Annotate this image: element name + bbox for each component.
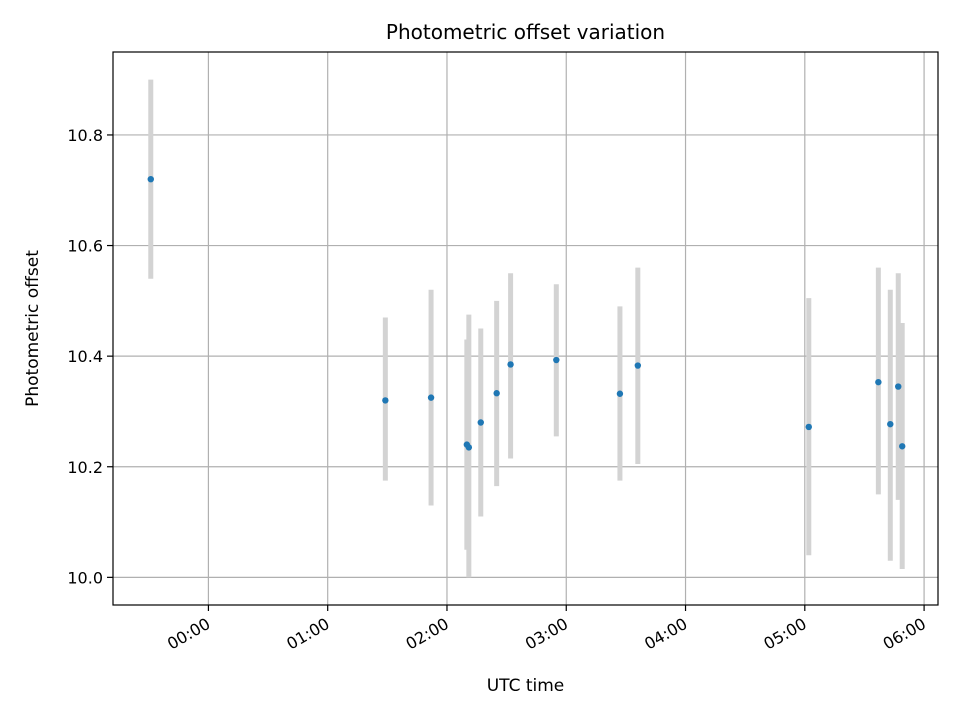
data-point: [899, 443, 906, 450]
y-axis-label: Photometric offset: [23, 250, 43, 407]
x-tick-label: 06:00: [880, 614, 929, 654]
x-tick-label: 00:00: [164, 614, 213, 654]
x-tick-label: 03:00: [522, 614, 571, 654]
data-point: [427, 394, 435, 401]
data-point: [493, 390, 500, 397]
error-bars: [148, 79, 905, 578]
data-point: [147, 175, 154, 183]
data-point: [553, 356, 560, 364]
data-point: [875, 378, 882, 386]
x-tick-label: 04:00: [641, 614, 690, 654]
data-point: [895, 383, 902, 390]
data-point: [507, 361, 514, 368]
y-tick-label: 10.4: [67, 347, 103, 366]
y-tick-label: 10.2: [67, 458, 103, 477]
data-points: [147, 175, 906, 451]
plot-frame: [112, 51, 939, 606]
x-tick-label: 02:00: [403, 614, 452, 654]
x-tick-label: 05:00: [760, 614, 809, 654]
data-point: [634, 362, 642, 369]
y-axis-ticks: 10.0 10.2 10.4 10.6 10.8: [67, 126, 113, 587]
data-point: [616, 390, 624, 397]
x-axis-label: UTC time: [487, 676, 565, 696]
data-point: [465, 444, 473, 451]
y-tick-label: 10.0: [67, 568, 103, 587]
x-axis-ticks: 00:00 01:00 02:00 03:00 04:00 05:00 06:00: [164, 605, 929, 654]
y-tick-label: 10.6: [67, 237, 103, 256]
chart-title: Photometric offset variation: [386, 20, 665, 44]
y-tick-label: 10.8: [67, 126, 103, 145]
data-point: [887, 420, 894, 428]
x-tick-label: 01:00: [283, 614, 332, 654]
data-point: [477, 419, 484, 426]
data-point: [805, 423, 812, 431]
grid-lines: [113, 52, 938, 605]
data-point: [382, 397, 389, 404]
